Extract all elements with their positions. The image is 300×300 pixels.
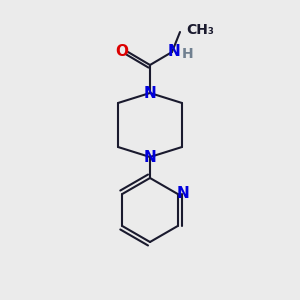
Text: N: N <box>144 85 156 100</box>
Text: CH₃: CH₃ <box>186 23 214 37</box>
Text: N: N <box>176 187 189 202</box>
Text: N: N <box>144 149 156 164</box>
Text: H: H <box>182 47 194 61</box>
Text: N: N <box>168 44 180 59</box>
Text: O: O <box>116 44 128 59</box>
